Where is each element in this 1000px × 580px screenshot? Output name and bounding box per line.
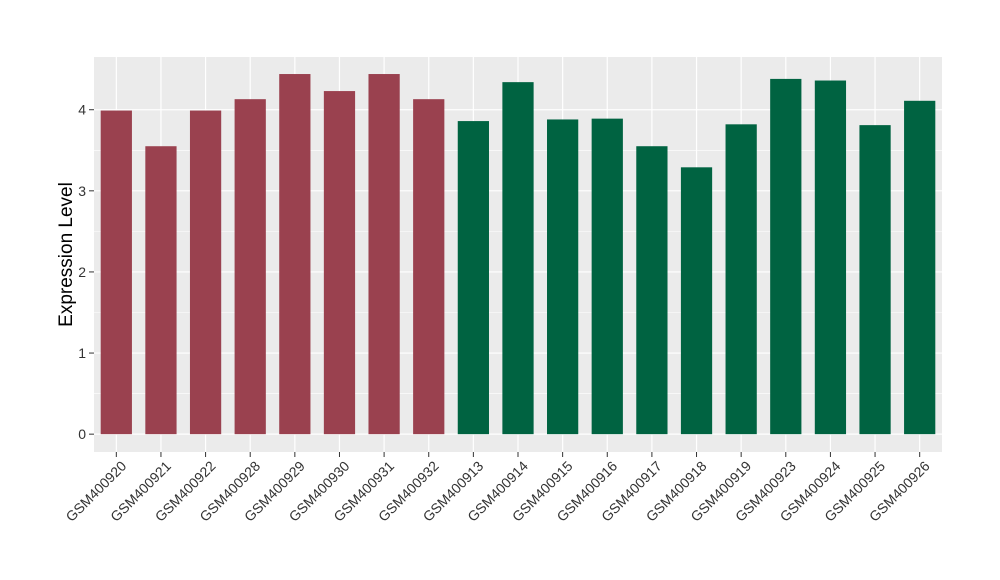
bar-GSM400924 xyxy=(814,80,847,435)
bar-GSM400928 xyxy=(234,99,266,435)
y-tick-label: 0 xyxy=(78,426,86,442)
y-tick-label: 3 xyxy=(78,183,86,199)
bar-GSM400915 xyxy=(547,119,579,435)
bar-GSM400926 xyxy=(904,100,936,435)
bar-GSM400917 xyxy=(636,146,668,435)
y-tick-label: 1 xyxy=(78,345,86,361)
y-axis: 0 1 2 3 4 xyxy=(78,102,94,442)
x-axis: GSM400920GSM400921GSM400922GSM400928GSM4… xyxy=(62,452,933,525)
y-tick-label: 2 xyxy=(78,264,86,280)
bar-GSM400918 xyxy=(680,167,713,435)
bar-GSM400916 xyxy=(591,118,623,435)
y-axis-title: Expression Level xyxy=(56,182,77,327)
bars xyxy=(100,74,936,435)
bar-GSM400922 xyxy=(189,110,222,435)
bar-GSM400932 xyxy=(413,99,445,435)
bar-GSM400919 xyxy=(725,124,757,435)
bar-GSM400930 xyxy=(323,91,356,435)
bar-GSM400921 xyxy=(145,146,177,435)
bar-GSM400931 xyxy=(368,74,400,435)
bar-GSM400923 xyxy=(770,78,802,435)
y-tick-label: 4 xyxy=(78,102,86,118)
bar-GSM400925 xyxy=(859,125,891,435)
bar-GSM400913 xyxy=(457,121,489,435)
bar-GSM400920 xyxy=(100,110,132,435)
bar-GSM400929 xyxy=(279,74,311,435)
bar-GSM400914 xyxy=(502,82,534,435)
